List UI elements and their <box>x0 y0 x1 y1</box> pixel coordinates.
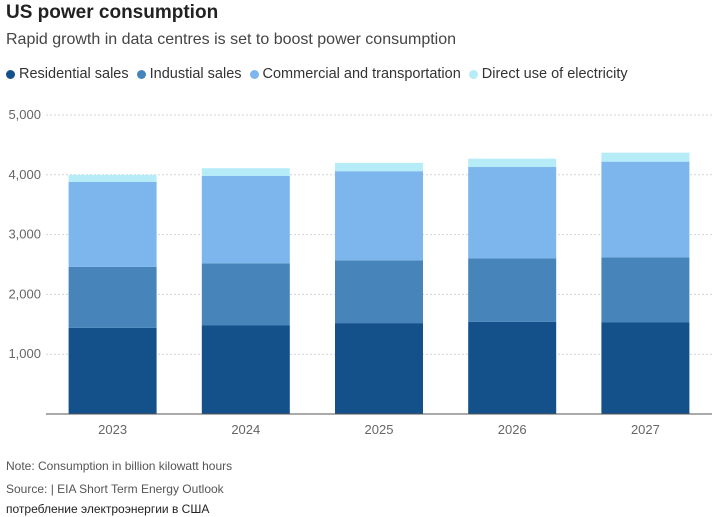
chart-subtitle: Rapid growth in data centres is set to b… <box>6 31 457 48</box>
legend-item-industrial: Industial sales <box>136 66 242 82</box>
x-tick-label: 2024 <box>231 422 260 437</box>
legend-label-commercial: Commercial and transportation <box>262 66 461 82</box>
legend-label-industrial: Industial sales <box>149 66 242 82</box>
chart-legend: Residential sales Industial sales Commer… <box>6 66 628 82</box>
bar-segment <box>601 322 690 414</box>
bar-segment <box>601 152 690 162</box>
y-tick-label: 4,000 <box>8 167 41 182</box>
bar-segment <box>468 158 557 168</box>
bar-segment <box>201 168 290 176</box>
bar-segment <box>201 325 290 414</box>
bar-segment <box>468 258 557 322</box>
legend-swatch-commercial <box>249 69 259 79</box>
caption-text: потребление электроэнергии в США <box>6 502 210 516</box>
bar-segment <box>201 175 290 264</box>
bar-segment <box>335 260 423 324</box>
x-tick-label: 2025 <box>365 422 394 437</box>
bar-segment <box>468 167 557 259</box>
bar-segment <box>468 321 557 414</box>
bar-segment <box>68 327 157 414</box>
legend-swatch-direct-use <box>468 69 478 79</box>
y-tick-label: 3,000 <box>8 227 41 242</box>
legend-swatch-residential <box>6 69 15 79</box>
bar-segment <box>68 174 157 182</box>
x-tick-label: 2027 <box>631 422 660 437</box>
note-text: Note: Consumption in billion kilowatt ho… <box>6 459 233 473</box>
legend-item-direct-use: Direct use of electricity <box>468 66 628 82</box>
bar-segment <box>201 263 290 326</box>
x-tick-label: 2023 <box>98 422 127 437</box>
y-tick-label: 1,000 <box>8 346 41 361</box>
legend-item-commercial: Commercial and transportation <box>249 66 461 82</box>
x-tick-label: 2026 <box>498 422 527 437</box>
legend-swatch-industrial <box>136 69 146 79</box>
bar-segment <box>68 181 157 267</box>
source-text: Source: | EIA Short Term Energy Outlook <box>6 482 224 496</box>
chart-title: US power consumption <box>6 2 219 23</box>
bar-segment <box>68 266 157 328</box>
bar-segment <box>335 171 423 261</box>
legend-label-direct-use: Direct use of electricity <box>481 66 628 82</box>
bar-segment <box>335 323 423 414</box>
y-tick-label: 2,000 <box>8 286 41 301</box>
bar-segment <box>335 162 423 172</box>
legend-label-residential: Residential sales <box>19 66 129 82</box>
y-tick-label: 5,000 <box>8 107 41 122</box>
bar-segment <box>601 257 690 323</box>
legend-item-residential: Residential sales <box>6 66 129 82</box>
stacked-bar-chart: 1,000 2,000 3,000 4,000 5,000 2023 2024 2025 202… <box>8 107 712 437</box>
bar-segment <box>601 161 690 258</box>
